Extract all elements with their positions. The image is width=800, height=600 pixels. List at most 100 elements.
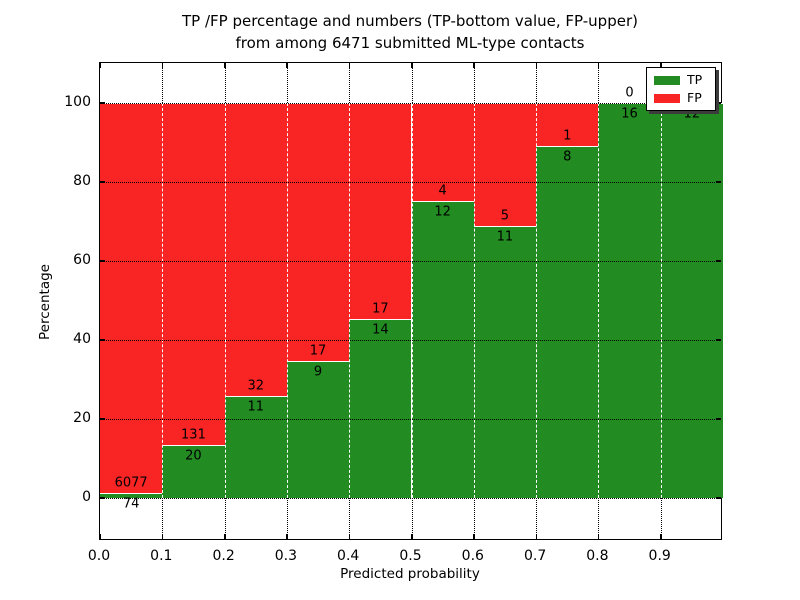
y-axis-label: Percentage: [37, 264, 53, 340]
legend-tp-label: TP: [687, 72, 703, 87]
plot-area: TP FP 6077741312032111791714412511180160…: [99, 62, 723, 540]
x-tick-mark-bottom: [411, 534, 413, 539]
x-tick-mark-top: [224, 63, 226, 68]
grid-line-vertical-white: [536, 102, 538, 498]
bar-tp-segment-6: [473, 225, 537, 498]
y-tick-label-80: 80: [73, 172, 91, 189]
x-tick-label-0.6: 0.6: [461, 548, 484, 564]
bar-tp-segment-3: [286, 360, 350, 498]
x-tick-label-0.3: 0.3: [274, 548, 298, 564]
grid-line-vertical-white: [598, 102, 600, 498]
x-tick-label-0.9: 0.9: [648, 548, 671, 564]
y-tick-mark-right: [716, 418, 721, 420]
bar-fp-segment-1: [162, 102, 225, 446]
x-tick-label-0.4: 0.4: [337, 548, 360, 564]
annotation-fp-count-7: 1: [563, 128, 572, 144]
annotation-fp-count-4: 17: [372, 301, 389, 317]
y-tick-label-40: 40: [73, 330, 91, 347]
grid-line-horizontal: [100, 260, 721, 262]
x-tick-mark-top: [597, 63, 600, 68]
annotation-fp-count-3: 17: [309, 343, 327, 359]
x-tick-mark-bottom: [535, 534, 538, 539]
y-tick-mark-left: [100, 181, 105, 183]
y-tick-mark-left: [100, 260, 105, 262]
bar-tp-segment-8: [598, 102, 661, 498]
grid-line-horizontal: [100, 497, 721, 499]
y-tick-mark-right: [716, 260, 721, 262]
annotation-fp-count-1: 131: [181, 427, 206, 443]
annotation-fp-count-8: 0: [625, 85, 634, 100]
grid-line-horizontal: [100, 102, 721, 104]
x-tick-mark-bottom: [473, 534, 475, 539]
x-tick-label-0.7: 0.7: [523, 548, 547, 564]
x-tick-mark-bottom: [286, 534, 288, 539]
x-tick-mark-bottom: [99, 534, 101, 539]
annotation-tp-count-1: 20: [185, 448, 202, 464]
grid-line-vertical-white: [162, 102, 164, 498]
x-tick-mark-top: [99, 63, 101, 68]
chart-title: TP /FP percentage and numbers (TP-bottom…: [0, 10, 800, 54]
x-tick-label-0.8: 0.8: [586, 548, 609, 564]
grid-line-vertical-white: [473, 102, 475, 498]
x-tick-label-0.0: 0.0: [87, 548, 111, 564]
y-tick-mark-right: [716, 339, 721, 341]
x-tick-mark-top: [286, 63, 288, 68]
annotation-tp-count-8: 16: [621, 106, 638, 121]
bar-fp-segment-3: [286, 102, 350, 361]
annotation-tp-count-2: 11: [247, 399, 265, 415]
x-tick-mark-bottom: [597, 534, 600, 539]
bar-fp-segment-6: [473, 102, 537, 226]
grid-line-horizontal: [100, 339, 721, 341]
x-axis-label: Predicted probability: [340, 566, 480, 582]
legend-entry-tp: TP: [654, 72, 708, 87]
legend-tp-color-patch: [654, 75, 680, 85]
y-tick-mark-right: [716, 497, 721, 499]
x-tick-mark-top: [473, 63, 475, 68]
bar-tp-segment-7: [536, 146, 599, 498]
annotation-tp-count-7: 8: [563, 149, 572, 165]
annotation-fp-count-5: 4: [438, 183, 447, 199]
bar-tp-segment-5: [411, 201, 474, 498]
legend: TP FP: [646, 67, 716, 111]
y-tick-mark-right: [716, 102, 721, 104]
y-tick-label-100: 100: [64, 93, 91, 110]
annotation-tp-count-0: 74: [122, 496, 140, 512]
bar-tp-segment-4: [349, 319, 412, 498]
annotation-fp-count-2: 32: [247, 378, 265, 394]
y-tick-mark-left: [100, 418, 105, 420]
y-tick-mark-left: [100, 497, 105, 499]
y-tick-label-60: 60: [73, 251, 91, 268]
x-tick-mark-top: [535, 63, 538, 68]
y-tick-mark-right: [716, 181, 721, 183]
y-tick-label-20: 20: [73, 409, 91, 426]
grid-line-horizontal: [100, 181, 721, 183]
annotation-tp-count-3: 9: [313, 364, 323, 380]
grid-line-vertical-white: [286, 102, 288, 498]
bar-fp-segment-4: [349, 102, 412, 320]
bar-tp-segment-9: [660, 102, 723, 498]
bar-tp-segment-2: [224, 396, 287, 498]
x-tick-mark-bottom: [161, 534, 164, 539]
y-tick-label-0: 0: [82, 488, 91, 505]
x-tick-mark-top: [348, 63, 351, 68]
x-tick-label-0.5: 0.5: [399, 548, 422, 564]
annotation-tp-count-4: 14: [372, 322, 389, 338]
annotation-tp-count-5: 12: [434, 204, 451, 220]
legend-entry-fp: FP: [654, 91, 708, 104]
annotation-fp-count-6: 5: [500, 208, 510, 224]
x-tick-mark-bottom: [348, 534, 351, 539]
x-tick-label-0.1: 0.1: [150, 548, 173, 564]
x-tick-mark-top: [660, 63, 662, 68]
bar-fp-segment-7: [536, 102, 599, 147]
bar-fp-segment-2: [224, 102, 287, 397]
x-tick-label-0.2: 0.2: [212, 548, 235, 564]
annotation-tp-count-6: 11: [496, 229, 514, 245]
chart-title-line2: from among 6471 submitted ML-type contac…: [235, 34, 585, 52]
x-tick-mark-bottom: [660, 534, 662, 539]
x-tick-mark-top: [161, 63, 164, 68]
grid-line-vertical-white: [411, 102, 413, 498]
x-tick-mark-bottom: [224, 534, 226, 539]
bar-fp-segment-0: [100, 102, 163, 493]
bar-tp-segment-0: [100, 492, 163, 498]
